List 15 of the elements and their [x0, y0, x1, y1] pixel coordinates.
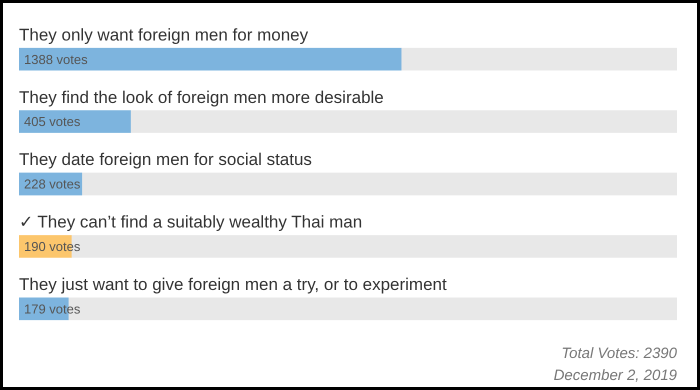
bar	[19, 110, 131, 133]
y-tick-label: They only want foreign men for money	[19, 25, 309, 44]
bar	[19, 48, 402, 71]
data-label: 405 votes	[24, 114, 81, 130]
text: December 2, 2019	[554, 367, 678, 384]
y-tick-label: ✓ They can’t find a suitably wealthy Thai man	[19, 212, 362, 232]
bar	[130, 110, 677, 133]
bar	[400, 48, 677, 71]
y-tick-label: They date foreign men for social status	[19, 150, 312, 170]
y-tick-label: They find the look of foreign men more desirable	[19, 88, 384, 107]
y-tick-label: They just want to give foreign men a try, or to experiment	[19, 274, 447, 294]
text: Total Votes: 2390	[561, 345, 678, 362]
bar	[81, 172, 677, 196]
data-label: 228 votes	[24, 176, 81, 192]
data-label: 1388 votes	[24, 52, 88, 67]
